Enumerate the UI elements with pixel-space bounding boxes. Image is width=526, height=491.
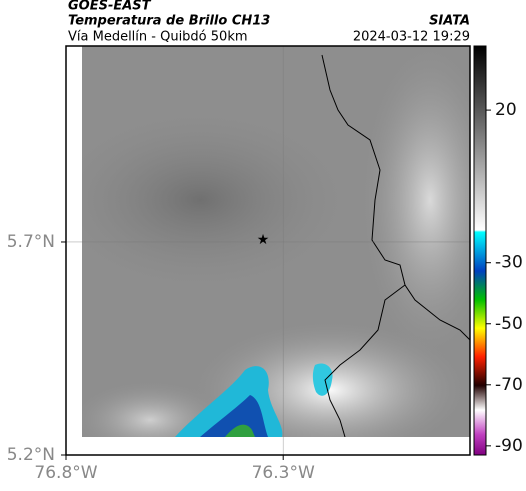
map-frame (65, 45, 471, 456)
colorbar-tick-label: -90 (495, 436, 523, 456)
source: SIATA (429, 14, 470, 29)
imagery (82, 46, 470, 437)
colorbar-tick-label: -70 (495, 375, 523, 395)
subtitle: Temperatura de Brillo CH13 (68, 14, 270, 29)
y-tick-label: 5.2°N (7, 445, 55, 465)
x-tick-label: 76.8°W (34, 463, 97, 483)
colorbar (473, 45, 487, 456)
colorbar-tick-label: -30 (495, 253, 523, 273)
location-marker: ★ (257, 232, 270, 248)
colorbar-tick-label: -50 (495, 314, 523, 334)
colorbar-tick-label: 20 (495, 100, 517, 120)
location: Vía Medellín - Quibdó 50km (68, 30, 248, 45)
datetime: 2024-03-12 19:29 (353, 30, 470, 45)
x-tick-label: 76.3°W (252, 463, 315, 483)
title: GOES-EAST (68, 0, 152, 14)
y-tick-label: 5.7°N (7, 232, 55, 252)
